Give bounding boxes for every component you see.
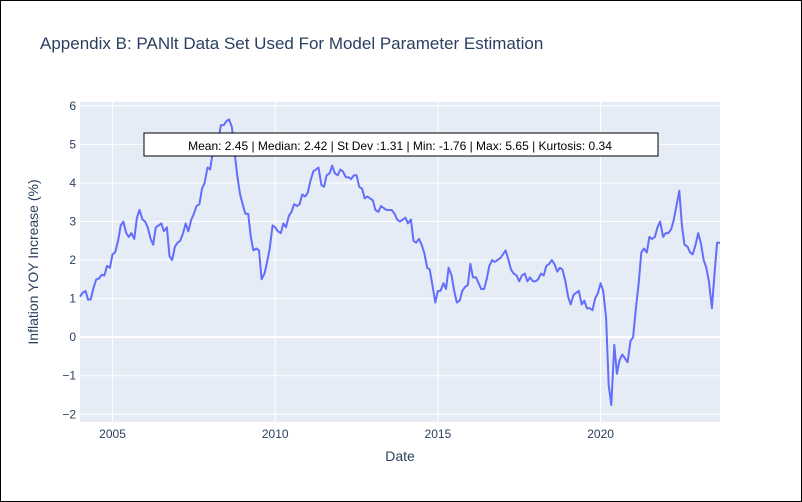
y-tick-label: 3 [69, 215, 76, 229]
chart-title: Appendix B: PANlt Data Set Used For Mode… [40, 34, 544, 53]
annotation-box [143, 132, 659, 157]
y-tick-label: 6 [69, 99, 76, 113]
annotation-text: Mean: 2.45 | Median: 2.42 | St Dev :1.31… [188, 139, 612, 153]
x-tick-label: 2020 [587, 427, 614, 441]
y-axis-title: Inflation YOY Increase (%) [25, 179, 41, 344]
x-tick-label: 2010 [262, 427, 289, 441]
tick-labels: −2 −1 0 1 2 3 4 5 6 2005 2010 2015 2020 [62, 99, 614, 441]
y-tick-label: 0 [69, 330, 76, 344]
x-tick-label: 2005 [99, 427, 126, 441]
series-line [79, 118, 720, 406]
y-tick-label: 1 [69, 292, 76, 306]
x-tick-label: 2015 [425, 427, 452, 441]
y-tick-label: 5 [69, 137, 76, 151]
y-tick-label: −1 [62, 369, 76, 383]
y-tick-label: −2 [62, 407, 76, 421]
y-tick-label: 4 [69, 176, 76, 190]
x-axis-title: Date [385, 448, 415, 464]
y-tick-label: 2 [69, 253, 76, 267]
stats-annotation: Mean: 2.45 | Median: 2.42 | St Dev :1.31… [143, 132, 659, 157]
